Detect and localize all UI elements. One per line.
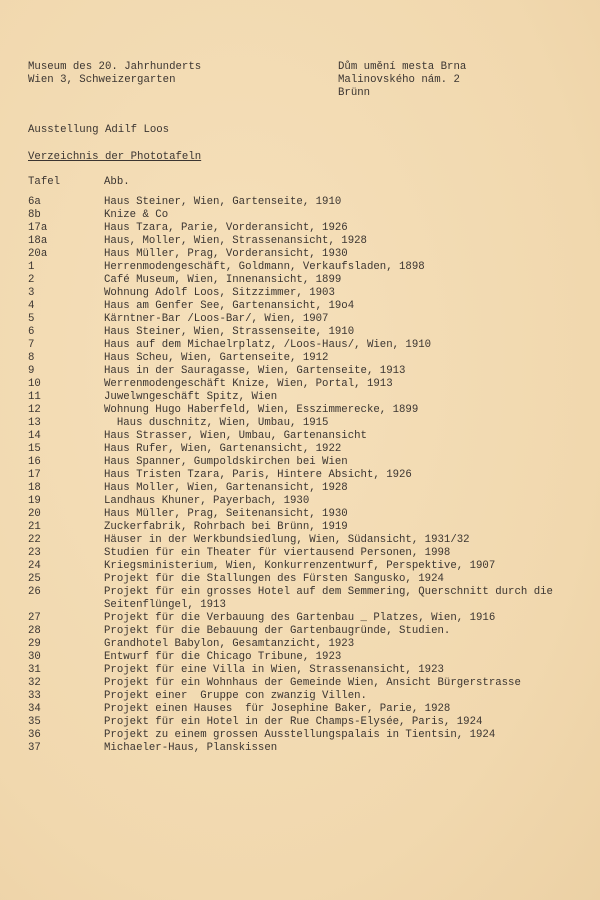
plate-number: 17	[28, 469, 41, 481]
plate-number: 1	[28, 261, 35, 273]
recipient-line-1: Dům umění mesta Brna	[338, 61, 467, 73]
plate-number: 28	[28, 625, 41, 637]
plate-number: 14	[28, 430, 41, 442]
plate-number: 31	[28, 664, 41, 676]
plate-description: Haus Moller, Wien, Gartenansicht, 1928	[104, 482, 348, 494]
plate-number: 26	[28, 586, 41, 598]
plate-number: 18	[28, 482, 41, 494]
plate-number: 35	[28, 716, 41, 728]
plate-description: Herrenmodengeschäft, Goldmann, Verkaufsl…	[104, 261, 425, 273]
plate-number: 2	[28, 274, 35, 286]
plate-description: Haus duschnitz, Wien, Umbau, 1915	[104, 417, 329, 429]
plate-number: 32	[28, 677, 41, 689]
plate-number: 20a	[28, 248, 48, 260]
plate-number: 20	[28, 508, 41, 520]
plate-description: Knize & Co	[104, 209, 169, 221]
sender-line-2: Wien 3, Schweizergarten	[28, 74, 176, 86]
plate-description: Haus Strasser, Wien, Umbau, Gartenansich…	[104, 430, 367, 442]
plate-description: Werrenmodengeschäft Knize, Wien, Portal,…	[104, 378, 393, 390]
plate-description: Haus Müller, Prag, Seitenansicht, 1930	[104, 508, 348, 520]
plate-number: 16	[28, 456, 41, 468]
plate-number: 13	[28, 417, 41, 429]
plate-description: Haus Tzara, Parie, Vorderansicht, 1926	[104, 222, 348, 234]
plate-number: 29	[28, 638, 41, 650]
plate-description: Juwelwngeschäft Spitz, Wien	[104, 391, 278, 403]
sender-address: Museum des 20. Jahrhunderts Wien 3, Schwe…	[28, 61, 201, 87]
plate-number: 17a	[28, 222, 48, 234]
plate-number: 12	[28, 404, 41, 416]
plate-description: Zuckerfabrik, Rohrbach bei Brünn, 1919	[104, 521, 348, 533]
plate-description: Projekt für die Bebauung der Gartenbaugr…	[104, 625, 451, 637]
plate-number: 33	[28, 690, 41, 702]
plate-description: Projekt zu einem grossen Ausstellungspal…	[104, 729, 496, 741]
plate-number: 27	[28, 612, 41, 624]
plate-description: Wohnung Hugo Haberfeld, Wien, Esszimmere…	[104, 404, 419, 416]
plate-number: 36	[28, 729, 41, 741]
plate-number: 34	[28, 703, 41, 715]
plate-number: 11	[28, 391, 41, 403]
plate-description: Landhaus Khuner, Payerbach, 1930	[104, 495, 310, 507]
plate-number: 25	[28, 573, 41, 585]
plate-number: 24	[28, 560, 41, 572]
recipient-line-3: Brünn	[338, 87, 371, 99]
plate-description: Projekt für ein Hotel in der Rue Champs-…	[104, 716, 483, 728]
plate-description: Seitenflüngel, 1913	[104, 599, 226, 611]
plate-description: Projekt einen Hauses für Josephine Baker…	[104, 703, 451, 715]
plate-description: Haus Spanner, Gumpoldskirchen bei Wien	[104, 456, 348, 468]
plate-description: Projekt für eine Villa in Wien, Strassen…	[104, 664, 444, 676]
plate-description: Kriegsministerium, Wien, Konkurrenzentwu…	[104, 560, 496, 572]
plate-number: 15	[28, 443, 41, 455]
plate-description: Haus, Moller, Wien, Strassenansicht, 192…	[104, 235, 367, 247]
plate-description: Projekt für die Verbauung des Gartenbau …	[104, 612, 496, 624]
exhibition-title: Ausstellung Adilf Loos	[28, 124, 170, 136]
plate-description: Studien für ein Theater für viertausend …	[104, 547, 451, 559]
plate-number: 10	[28, 378, 41, 390]
column-header-tafel: Tafel	[28, 176, 61, 188]
plate-number: 22	[28, 534, 41, 546]
plate-number: 8	[28, 352, 35, 364]
plate-number: 6a	[28, 196, 41, 208]
plate-number: 7	[28, 339, 35, 351]
plate-description: Entwurf für die Chicago Tribune, 1923	[104, 651, 342, 663]
plate-number: 30	[28, 651, 41, 663]
plate-description: Haus Müller, Prag, Vorderansicht, 1930	[104, 248, 348, 260]
plate-number: 3	[28, 287, 35, 299]
plate-description: Michaeler-Haus, Planskissen	[104, 742, 278, 754]
sender-line-1: Museum des 20. Jahrhunderts	[28, 61, 202, 73]
plate-description: Wohnung Adolf Loos, Sitzzimmer, 1903	[104, 287, 335, 299]
plate-number: 5	[28, 313, 35, 325]
plate-description: Projekt für ein Wohnhaus der Gemeinde Wi…	[104, 677, 521, 689]
plate-number: 6	[28, 326, 35, 338]
plate-description: Projekt für die Stallungen des Fürsten S…	[104, 573, 444, 585]
plate-description: Haus in der Sauragasse, Wien, Gartenseit…	[104, 365, 406, 377]
plate-description: Haus Steiner, Wien, Gartenseite, 1910	[104, 196, 342, 208]
plate-description: Haus Rufer, Wien, Gartenansicht, 1922	[104, 443, 342, 455]
plate-description: Café Museum, Wien, Innenansicht, 1899	[104, 274, 342, 286]
plate-description: Haus am Genfer See, Gartenansicht, 19o4	[104, 300, 355, 312]
plate-number: 9	[28, 365, 35, 377]
plate-description: Haus auf dem Michaelrplatz, /Loos-Haus/,…	[104, 339, 432, 351]
plate-number: 18a	[28, 235, 48, 247]
plate-number: 23	[28, 547, 41, 559]
plate-description: Häuser in der Werkbundsiedlung, Wien, Sü…	[104, 534, 470, 546]
plate-description: Grandhotel Babylon, Gesamtanzicht, 1923	[104, 638, 355, 650]
recipient-line-2: Malinovského nám. 2	[338, 74, 460, 86]
plate-number: 4	[28, 300, 35, 312]
plate-number: 37	[28, 742, 41, 754]
plate-number: 21	[28, 521, 41, 533]
plate-description: Haus Steiner, Wien, Strassenseite, 1910	[104, 326, 355, 338]
plate-description: Projekt für ein grosses Hotel auf dem Se…	[104, 586, 553, 598]
plate-description: Haus Scheu, Wien, Gartenseite, 1912	[104, 352, 329, 364]
plate-number: 19	[28, 495, 41, 507]
plate-description: Haus Tristen Tzara, Paris, Hintere Absic…	[104, 469, 412, 481]
plate-number: 8b	[28, 209, 41, 221]
list-heading: Verzeichnis der Phototafeln	[28, 151, 202, 163]
plate-description: Kärntner-Bar /Loos-Bar/, Wien, 1907	[104, 313, 329, 325]
column-header-abb: Abb.	[104, 176, 130, 188]
plate-description: Projekt einer Gruppe con zwanzig Villen.	[104, 690, 367, 702]
